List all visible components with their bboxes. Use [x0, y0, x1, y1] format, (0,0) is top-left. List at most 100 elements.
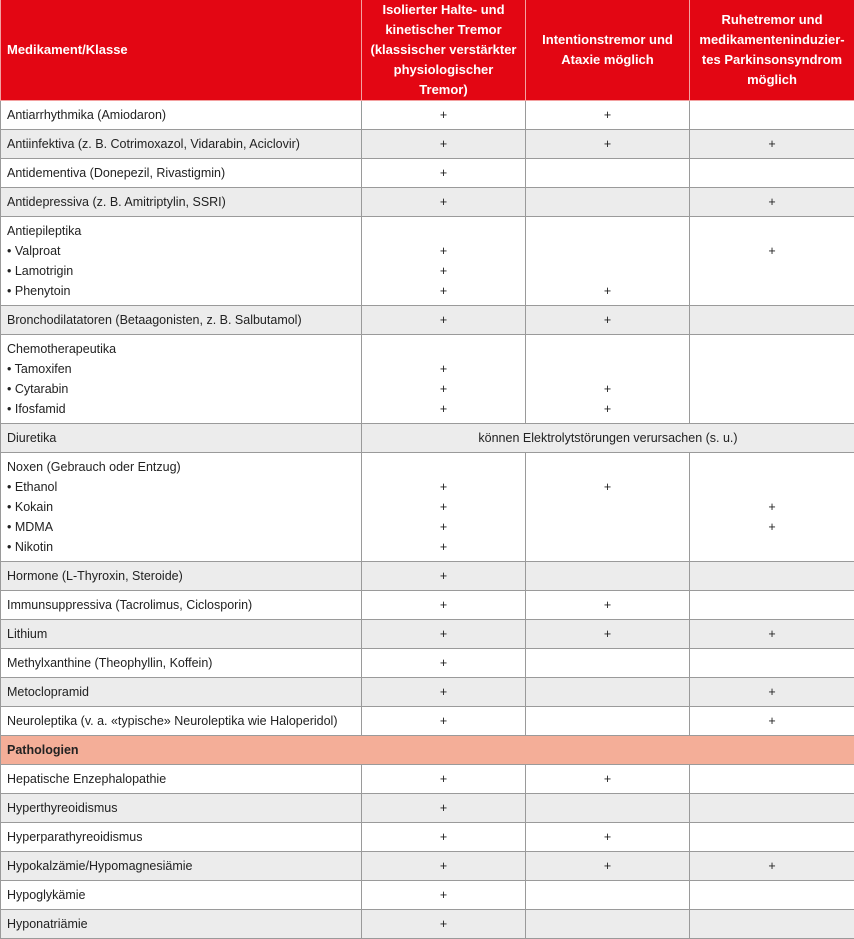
row-label-text: Antiepileptika	[7, 224, 81, 238]
mark	[696, 281, 848, 301]
row-label-cell: Hyperthyreoidismus	[1, 794, 362, 823]
mark: +	[368, 310, 519, 330]
mark-text: +	[604, 772, 611, 786]
table-row: Antidementiva (Donepezil, Rivastigmin) +	[1, 159, 854, 188]
mark	[696, 595, 848, 615]
row-subitem-text: Cytarabin	[15, 382, 69, 396]
mark	[532, 653, 683, 673]
row-label-cell: Hypokalzämie/Hypomagnesiämie	[1, 852, 362, 881]
row-label-cell: Neuroleptika (v. a. «typische» Neurolept…	[1, 707, 362, 736]
section-title-text: Pathologien	[7, 743, 79, 757]
mark-text: +	[440, 108, 447, 122]
mark	[696, 379, 848, 399]
mark-cell	[690, 306, 854, 335]
mark-text: +	[440, 284, 447, 298]
mark-text: +	[604, 284, 611, 298]
mark-cell: +	[526, 453, 690, 562]
mark	[532, 359, 683, 379]
table-row: Antidepressiva (z. B. Amitriptylin, SSRI…	[1, 188, 854, 217]
row-subitem-text: Tamoxifen	[15, 362, 72, 376]
row-subitem-text: Nikotin	[15, 540, 53, 554]
mark: +	[368, 653, 519, 673]
bullet-icon: •	[7, 480, 15, 494]
mark-text: +	[440, 362, 447, 376]
mark	[532, 497, 683, 517]
row-label: Hepatische Enzephalopathie	[7, 769, 355, 789]
mark	[532, 261, 683, 281]
mark-cell: +	[526, 217, 690, 306]
table-row: Metoclopramid++	[1, 678, 854, 707]
mark: +	[696, 682, 848, 702]
mark-spacer	[696, 457, 848, 477]
mark-cell	[690, 562, 854, 591]
mark-text: +	[604, 598, 611, 612]
mark: +	[368, 566, 519, 586]
mark-cell	[690, 591, 854, 620]
table-row: Hyperparathyreoidismus++	[1, 823, 854, 852]
row-label-cell: Bronchodilatatoren (Betaagonisten, z. B.…	[1, 306, 362, 335]
mark: +	[532, 856, 683, 876]
mark-text: +	[768, 244, 775, 258]
mark-cell	[526, 794, 690, 823]
row-label-text: Hypokalzämie/Hypomagnesiämie	[7, 859, 193, 873]
mark: +	[532, 105, 683, 125]
bullet-icon: •	[7, 284, 15, 298]
row-label-text: Antiarrhythmika (Amiodaron)	[7, 108, 166, 122]
mark: +	[696, 497, 848, 517]
row-label-cell: Hyperparathyreoidismus	[1, 823, 362, 852]
row-note-cell: können Elektrolytstörungen verursachen (…	[362, 424, 854, 453]
bullet-icon: •	[7, 362, 15, 376]
mark: +	[368, 105, 519, 125]
mark-cell: +	[362, 881, 526, 910]
mark-text: +	[604, 480, 611, 494]
mark: +	[532, 624, 683, 644]
mark	[696, 566, 848, 586]
table-row: Chemotherapeutika• Tamoxifen• Cytarabin•…	[1, 335, 854, 424]
mark	[696, 827, 848, 847]
table-header-row: Medikament/Klasse Isolierter Halte- und …	[1, 0, 854, 101]
row-subitem-text: Kokain	[15, 500, 53, 514]
row-label-cell: Noxen (Gebrauch oder Entzug)• Ethanol• K…	[1, 453, 362, 562]
mark-cell: ++	[526, 335, 690, 424]
mark-text: +	[768, 714, 775, 728]
mark-cell	[690, 881, 854, 910]
mark-text: +	[440, 714, 447, 728]
mark: +	[696, 517, 848, 537]
mark: +	[368, 827, 519, 847]
mark-text: +	[440, 520, 447, 534]
mark-cell: +	[526, 765, 690, 794]
row-subitem: • MDMA	[7, 517, 355, 537]
row-label-text: Diuretika	[7, 431, 56, 445]
mark-text: +	[440, 888, 447, 902]
row-label-text: Bronchodilatatoren (Betaagonisten, z. B.…	[7, 313, 302, 327]
row-label: Methylxanthine (Theophyllin, Koffein)	[7, 653, 355, 673]
row-label: Antiinfektiva (z. B. Cotrimoxazol, Vidar…	[7, 134, 355, 154]
row-label-text: Noxen (Gebrauch oder Entzug)	[7, 460, 181, 474]
bullet-icon: •	[7, 402, 15, 416]
row-label: Antidementiva (Donepezil, Rivastigmin)	[7, 163, 355, 183]
mark-cell	[690, 910, 854, 939]
mark-cell: +	[362, 649, 526, 678]
section-title: Pathologien	[7, 740, 848, 760]
row-subitem: • Phenytoin	[7, 281, 355, 301]
row-label-text: Hypoglykämie	[7, 888, 86, 902]
mark	[532, 711, 683, 731]
mark-cell: +	[362, 130, 526, 159]
row-subitem-text: Phenytoin	[15, 284, 71, 298]
bullet-icon: •	[7, 382, 15, 396]
row-label-cell: Hepatische Enzephalopathie	[1, 765, 362, 794]
section-title-cell: Pathologien	[1, 736, 854, 765]
mark-text: +	[440, 166, 447, 180]
mark-cell: +	[362, 306, 526, 335]
mark: +	[532, 310, 683, 330]
mark	[532, 566, 683, 586]
mark-spacer	[368, 457, 519, 477]
row-label-text: Metoclopramid	[7, 685, 89, 699]
mark: +	[696, 711, 848, 731]
row-label: Antidepressiva (z. B. Amitriptylin, SSRI…	[7, 192, 355, 212]
mark-cell: +	[362, 101, 526, 130]
mark-cell: +	[362, 794, 526, 823]
row-label-cell: Immunsuppressiva (Tacrolimus, Ciclospori…	[1, 591, 362, 620]
row-label-text: Lithium	[7, 627, 47, 641]
row-label-cell: Hyponatriämie	[1, 910, 362, 939]
